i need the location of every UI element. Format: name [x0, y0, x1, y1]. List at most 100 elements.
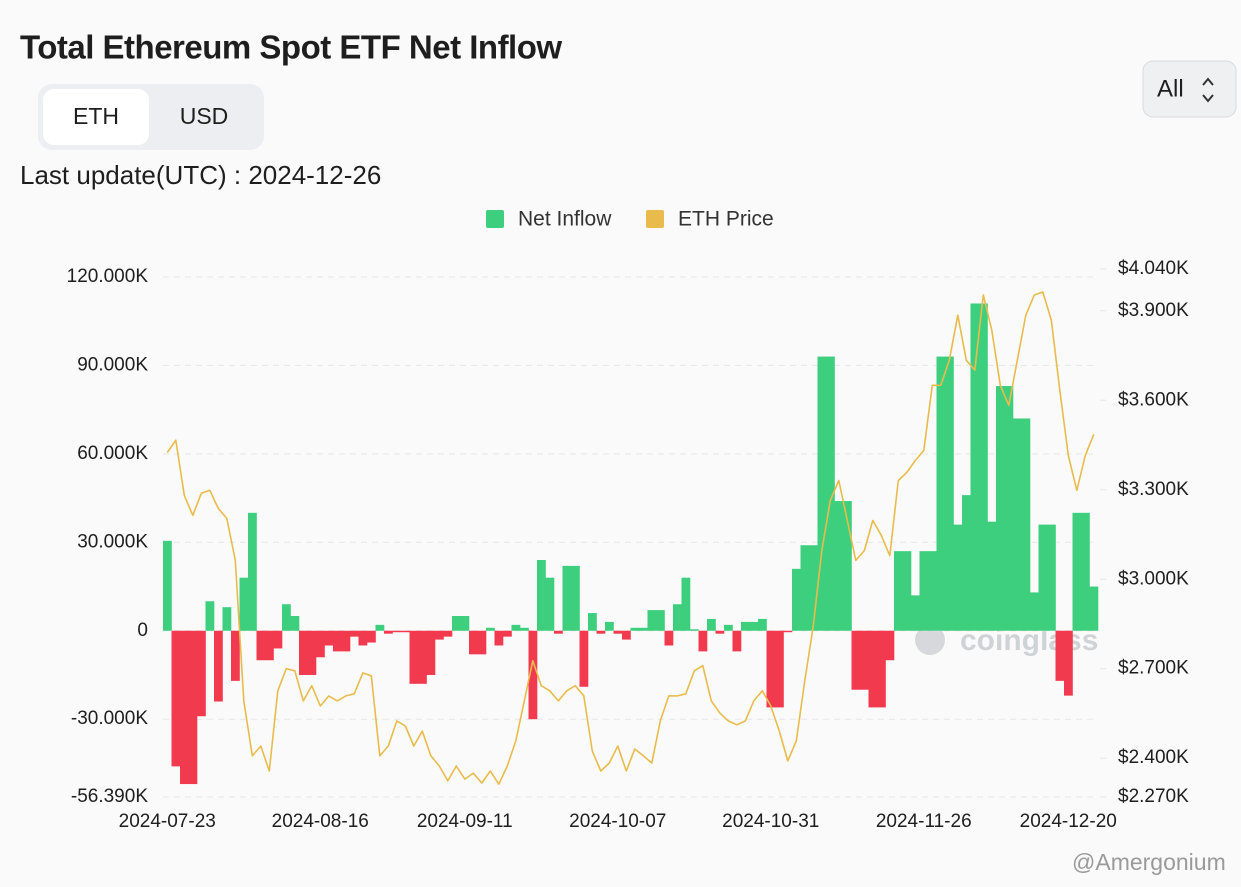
- bar: [894, 551, 903, 631]
- bar: [741, 621, 750, 631]
- bar: [860, 630, 869, 690]
- y2-tick-label: $3.600K: [1118, 389, 1189, 410]
- bar: [928, 551, 937, 631]
- bar: [1064, 630, 1073, 696]
- bar: [970, 303, 980, 631]
- price-line: [166, 291, 1095, 785]
- bar: [341, 630, 351, 652]
- bar: [911, 595, 920, 631]
- y2-tick-label: $2.270K: [1118, 786, 1189, 807]
- bar: [758, 618, 767, 631]
- bar: [486, 627, 495, 631]
- bar: [809, 545, 818, 631]
- bar: [571, 565, 580, 631]
- bar: [766, 630, 776, 708]
- bar: [350, 630, 359, 637]
- chart-title: Total Ethereum Spot ETF Net Inflow: [20, 29, 562, 66]
- bar: [707, 618, 716, 631]
- bar: [282, 604, 291, 631]
- legend-label: ETH Price: [678, 208, 774, 231]
- bar: [333, 630, 342, 652]
- bar: [783, 630, 793, 633]
- bar: [528, 630, 538, 720]
- bar: [826, 356, 835, 631]
- bar: [222, 607, 232, 631]
- bar: [979, 303, 988, 631]
- bar: [384, 630, 393, 634]
- bar: [392, 630, 402, 633]
- y2-tick-label: $3.000K: [1118, 568, 1189, 589]
- watermark: @Amergonium: [1072, 849, 1226, 875]
- x-tick-label: 2024-07-23: [119, 811, 216, 832]
- bar: [1055, 630, 1065, 681]
- y-tick-label: 30.000K: [77, 531, 148, 552]
- select-chevron: [1202, 77, 1214, 103]
- y-tick-label: 0: [137, 620, 148, 641]
- y2-tick-label: $4.040K: [1118, 258, 1189, 279]
- y-tick-label: -30.000K: [71, 708, 148, 729]
- bar: [426, 630, 436, 675]
- bar: [503, 630, 512, 637]
- bar: [307, 630, 317, 675]
- bar: [231, 630, 240, 681]
- bar: [316, 630, 325, 658]
- toggle-option[interactable]: USD: [180, 103, 229, 129]
- y-tick-label: 120.000K: [67, 266, 149, 287]
- bar: [690, 629, 699, 631]
- bar: [324, 630, 334, 646]
- bar: [673, 604, 682, 631]
- bar: [1089, 586, 1099, 631]
- bar: [469, 630, 478, 655]
- bar: [851, 630, 861, 690]
- bar: [460, 616, 470, 631]
- bar: [163, 540, 172, 631]
- bar: [452, 616, 461, 631]
- bar: [256, 630, 266, 661]
- bar: [868, 630, 878, 708]
- bar: [902, 551, 912, 631]
- bar: [1038, 524, 1048, 631]
- bar: [698, 630, 708, 652]
- bar: [647, 610, 657, 631]
- bar: [248, 512, 257, 631]
- bar: [732, 630, 742, 652]
- bar: [1030, 592, 1039, 631]
- bar: [724, 624, 733, 631]
- bar: [367, 630, 376, 643]
- bar: [537, 559, 546, 631]
- bar: [214, 630, 223, 702]
- bar: [554, 630, 563, 634]
- bar: [630, 627, 640, 631]
- y2-tick-label: $3.300K: [1118, 479, 1189, 500]
- bar: [656, 610, 665, 631]
- bar: [1047, 524, 1056, 631]
- range-select-label[interactable]: All: [1157, 75, 1184, 102]
- range-select[interactable]: [1142, 60, 1237, 118]
- legend-swatch: [646, 210, 664, 228]
- bar: [1004, 386, 1014, 631]
- x-tick-label: 2024-10-31: [722, 811, 819, 832]
- bar: [290, 616, 300, 631]
- bar: [596, 630, 606, 634]
- bar: [205, 601, 215, 631]
- y2-tick-label: $2.400K: [1118, 747, 1189, 768]
- bar: [197, 630, 206, 717]
- bar: [477, 630, 487, 655]
- watermark-logo: [915, 625, 945, 655]
- toggle-active[interactable]: [43, 89, 149, 145]
- y2-tick-label: $2.700K: [1118, 658, 1189, 679]
- bar: [1081, 512, 1090, 631]
- bar: [443, 630, 453, 637]
- x-tick-label: 2024-12-20: [1020, 811, 1117, 832]
- last-update: Last update(UTC) : 2024-12-26: [20, 160, 381, 190]
- bar: [299, 630, 308, 675]
- bar: [843, 501, 852, 631]
- bar: [409, 630, 419, 684]
- bar: [180, 630, 189, 785]
- bar: [511, 624, 521, 631]
- bar: [953, 524, 963, 631]
- toggle-option[interactable]: ETH: [73, 103, 119, 129]
- x-tick-label: 2024-08-16: [272, 811, 369, 832]
- bar: [996, 386, 1005, 631]
